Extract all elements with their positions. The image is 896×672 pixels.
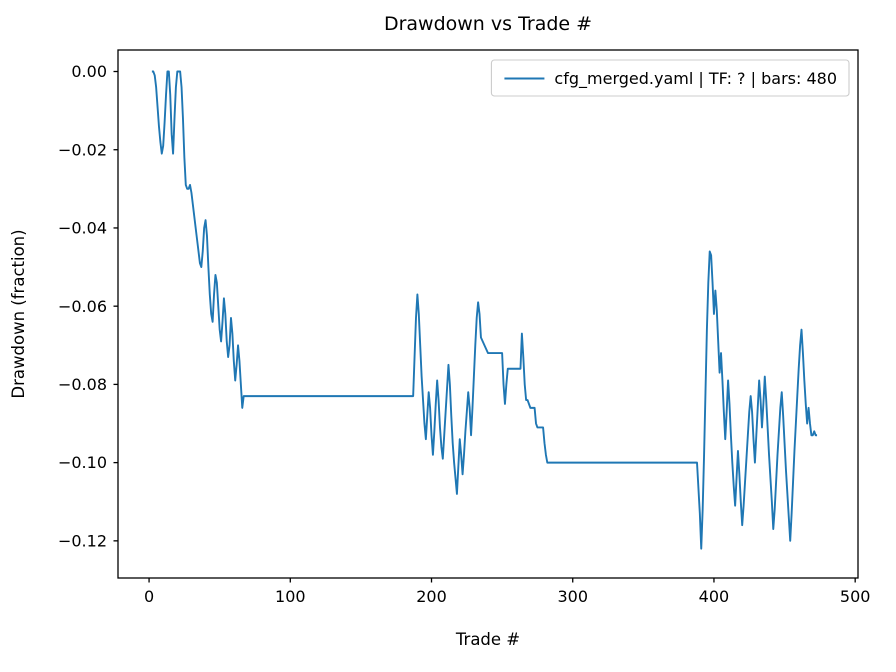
x-tick-label: 400 bbox=[699, 587, 730, 606]
y-tick-label: −0.02 bbox=[58, 140, 107, 159]
y-tick-label: 0.00 bbox=[71, 62, 107, 81]
x-axis-ticks: 0 100 200 300 400 500 bbox=[144, 578, 870, 606]
chart-title-group: Drawdown vs Trade # bbox=[384, 13, 592, 35]
x-tick-label: 200 bbox=[416, 587, 447, 606]
chart-legend[interactable]: cfg_merged.yaml | TF: ? | bars: 480 bbox=[490, 59, 850, 97]
x-axis-label-group: Trade # bbox=[455, 630, 520, 649]
data-series-group bbox=[151, 70, 818, 550]
x-tick-label: 0 bbox=[144, 587, 154, 606]
data-line-drawdown bbox=[151, 70, 818, 550]
y-tick-label: −0.08 bbox=[58, 375, 107, 394]
chart-title: Drawdown vs Trade # bbox=[384, 13, 592, 35]
y-axis-label-group: Drawdown (fraction) bbox=[9, 229, 28, 398]
legend-box bbox=[490, 59, 850, 97]
y-axis-label: Drawdown (fraction) bbox=[9, 229, 28, 398]
y-tick-label: −0.06 bbox=[58, 297, 107, 316]
x-tick-label: 100 bbox=[275, 587, 306, 606]
y-tick-label: −0.04 bbox=[58, 219, 107, 238]
y-axis-ticks: 0.00 −0.02 −0.04 −0.06 −0.08 −0.10 −0.12 bbox=[58, 62, 118, 550]
x-axis-label: Trade # bbox=[455, 630, 520, 649]
x-tick-label: 500 bbox=[840, 587, 871, 606]
y-tick-label: −0.12 bbox=[58, 531, 107, 550]
legend-label: cfg_merged.yaml | TF: ? | bars: 480 bbox=[554, 69, 837, 89]
x-tick-label: 300 bbox=[557, 587, 588, 606]
y-tick-label: −0.10 bbox=[58, 453, 107, 472]
axes-spines bbox=[117, 49, 859, 579]
